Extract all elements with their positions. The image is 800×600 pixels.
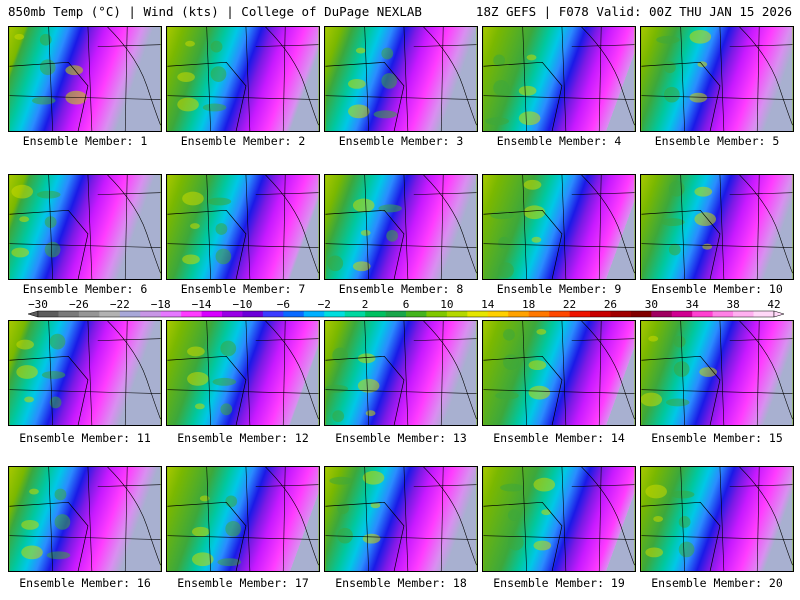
ensemble-map-panel xyxy=(8,26,162,132)
temperature-map xyxy=(167,321,319,425)
ensemble-map-panel xyxy=(640,466,794,572)
temperature-map xyxy=(167,467,319,571)
temperature-map xyxy=(641,467,793,571)
ensemble-member-label: Ensemble Member: 5 xyxy=(654,134,780,148)
ensemble-member-label: Ensemble Member: 18 xyxy=(335,576,467,590)
ensemble-map-panel xyxy=(166,320,320,426)
ensemble-map-panel xyxy=(8,466,162,572)
colorbar-tick-label: −18 xyxy=(150,298,171,311)
temperature-map xyxy=(325,467,477,571)
ensemble-map-panel xyxy=(640,320,794,426)
ensemble-map-panel xyxy=(324,320,478,426)
temperature-map xyxy=(9,467,161,571)
colorbar-tick-label: 34 xyxy=(685,298,699,311)
temperature-map xyxy=(483,321,635,425)
temperature-map xyxy=(483,27,635,131)
ensemble-member-label: Ensemble Member: 6 xyxy=(22,282,148,296)
model-run-info: 18Z GEFS | F078 Valid: 00Z THU JAN 15 20… xyxy=(475,4,792,19)
colorbar-tick-label: 10 xyxy=(440,298,454,311)
temperature-map xyxy=(641,27,793,131)
ensemble-member-label: Ensemble Member: 13 xyxy=(335,431,467,445)
ensemble-map-panel xyxy=(166,26,320,132)
ensemble-member-label: Ensemble Member: 9 xyxy=(496,282,622,296)
ensemble-member-label: Ensemble Member: 11 xyxy=(19,431,151,445)
ensemble-member-label: Ensemble Member: 4 xyxy=(496,134,622,148)
colorbar-tick-label: −22 xyxy=(109,298,130,311)
ensemble-map-panel xyxy=(8,320,162,426)
temperature-map xyxy=(325,175,477,279)
ensemble-map-panel xyxy=(640,174,794,280)
colorbar-tick-label: 6 xyxy=(402,298,410,311)
ensemble-member-label: Ensemble Member: 16 xyxy=(19,576,151,590)
temperature-map xyxy=(167,175,319,279)
ensemble-member-label: Ensemble Member: 17 xyxy=(177,576,309,590)
temperature-map xyxy=(325,27,477,131)
ensemble-member-label: Ensemble Member: 14 xyxy=(493,431,625,445)
ensemble-map-panel xyxy=(640,26,794,132)
colorbar-tick-label: −6 xyxy=(276,298,290,311)
temperature-map xyxy=(641,321,793,425)
ensemble-member-label: Ensemble Member: 1 xyxy=(22,134,148,148)
colorbar-tick-label: 14 xyxy=(481,298,495,311)
ensemble-map-panel xyxy=(324,26,478,132)
colorbar-tick-label: 26 xyxy=(603,298,618,311)
ensemble-map-panel xyxy=(482,466,636,572)
colorbar-tick-label: 30 xyxy=(644,298,658,311)
colorbar-tick-label: −14 xyxy=(191,298,212,311)
colorbar-tick-label: 2 xyxy=(361,298,369,311)
ensemble-member-label: Ensemble Member: 19 xyxy=(493,576,625,590)
temperature-map xyxy=(9,321,161,425)
colorbar-tick-label: 22 xyxy=(562,298,577,311)
ensemble-map-panel xyxy=(482,26,636,132)
temperature-colorbar xyxy=(27,310,785,318)
colorbar-tick-label: 18 xyxy=(522,298,536,311)
temperature-map xyxy=(641,175,793,279)
ensemble-map-panel xyxy=(324,466,478,572)
ensemble-map-panel xyxy=(166,466,320,572)
colorbar-tick-label: −2 xyxy=(317,298,331,311)
colorbar-tick-label: 42 xyxy=(767,298,781,311)
temperature-map xyxy=(483,175,635,279)
colorbar-tick-label: −10 xyxy=(232,298,253,311)
temperature-map xyxy=(9,27,161,131)
ensemble-map-panel xyxy=(324,174,478,280)
ensemble-member-label: Ensemble Member: 20 xyxy=(651,576,783,590)
ensemble-member-label: Ensemble Member: 12 xyxy=(177,431,309,445)
temperature-map xyxy=(483,467,635,571)
ensemble-member-label: Ensemble Member: 3 xyxy=(338,134,464,148)
ensemble-map-panel xyxy=(482,174,636,280)
ensemble-member-label: Ensemble Member: 10 xyxy=(651,282,783,296)
temperature-map xyxy=(167,27,319,131)
temperature-map xyxy=(9,175,161,279)
ensemble-member-label: Ensemble Member: 15 xyxy=(651,431,783,445)
temperature-map xyxy=(325,321,477,425)
map-title: 850mb Temp (°C) | Wind (kts) | College o… xyxy=(8,4,422,19)
colorbar-tick-label: −26 xyxy=(68,298,89,311)
ensemble-member-label: Ensemble Member: 8 xyxy=(338,282,464,296)
colorbar-tick-label: −30 xyxy=(28,298,48,311)
ensemble-member-label: Ensemble Member: 7 xyxy=(180,282,306,296)
ensemble-map-panel xyxy=(166,174,320,280)
ensemble-member-label: Ensemble Member: 2 xyxy=(180,134,306,148)
ensemble-map-panel xyxy=(482,320,636,426)
ensemble-map-panel xyxy=(8,174,162,280)
colorbar-tick-label: 38 xyxy=(726,298,740,311)
